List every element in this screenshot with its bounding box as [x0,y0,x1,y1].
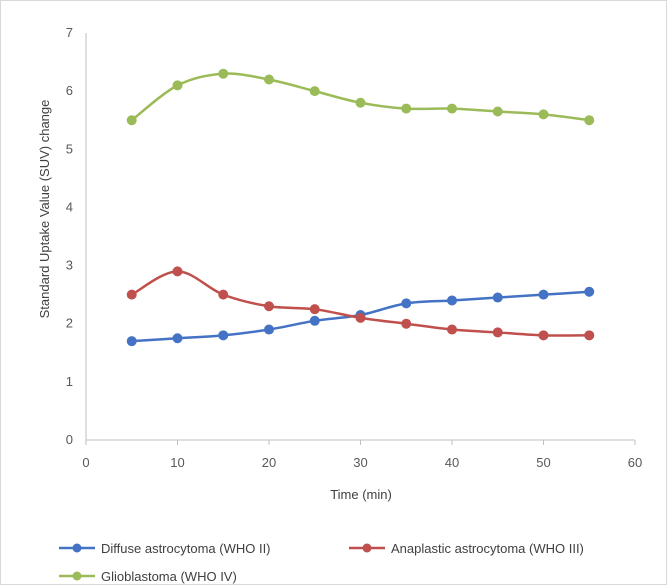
y-tick-label: 1 [66,374,73,389]
data-point [309,304,320,315]
data-point [447,103,457,114]
data-point [218,289,229,300]
y-tick-label: 7 [66,25,73,40]
data-point [126,115,137,126]
legend: Diffuse astrocytoma (WHO II) Anaplastic a… [59,541,584,584]
series-line [131,270,590,337]
x-tick-label: 30 [353,455,367,470]
series-3 [126,68,595,126]
x-tick-label: 20 [262,455,276,470]
x-axis-title: Time (min) [330,487,392,502]
series-plot-area [126,68,595,347]
data-point [401,298,412,309]
data-point [218,68,229,79]
legend-item: Glioblastoma (WHO IV) [59,569,237,584]
series-2 [126,266,595,341]
data-point [447,324,457,335]
data-point [401,103,412,114]
data-point [172,333,183,344]
data-point [538,109,549,120]
y-tick-label: 0 [66,432,73,447]
y-tick-label: 3 [66,258,73,273]
y-axis-title: Standard Uptake Value (SUV) change [37,100,52,319]
data-point [355,312,366,323]
data-point [309,315,320,326]
data-point [401,318,412,329]
y-tick-label: 4 [66,199,73,214]
legend-label: Glioblastoma (WHO IV) [101,569,237,584]
data-point [172,266,183,277]
legend-swatch-marker [72,543,82,553]
y-tick-label: 5 [66,141,73,156]
x-tick-label: 10 [170,455,184,470]
y-axis: 0 1 2 3 4 5 6 7 [66,25,87,447]
data-point [172,80,183,91]
data-point [264,324,274,335]
data-point [126,336,137,347]
series-1 [126,286,595,347]
data-point [447,295,457,306]
data-point [538,289,549,300]
data-point [218,330,229,341]
data-point [584,286,595,297]
x-axis: 0 10 20 30 40 50 60 [82,439,642,470]
data-point [584,115,595,126]
data-point [584,330,595,341]
x-tick-label: 40 [445,455,459,470]
data-point [492,106,503,117]
legend-swatch-marker [72,571,82,581]
y-tick-label: 2 [66,316,73,331]
data-point [492,327,503,338]
y-tick-label: 6 [66,83,73,98]
x-tick-label: 50 [536,455,550,470]
data-point [264,301,274,312]
data-point [538,330,549,341]
data-point [492,292,503,303]
legend-label: Diffuse astrocytoma (WHO II) [101,541,271,556]
x-tick-label: 0 [82,455,89,470]
data-point [355,97,366,108]
series-line [130,72,590,122]
x-tick-label: 60 [628,455,642,470]
data-point [309,86,320,97]
data-point [126,289,137,300]
legend-item: Diffuse astrocytoma (WHO II) [59,541,271,556]
data-point [264,74,274,85]
legend-item: Anaplastic astrocytoma (WHO III) [349,541,584,556]
legend-label: Anaplastic astrocytoma (WHO III) [391,541,584,556]
legend-swatch-marker [362,543,372,553]
